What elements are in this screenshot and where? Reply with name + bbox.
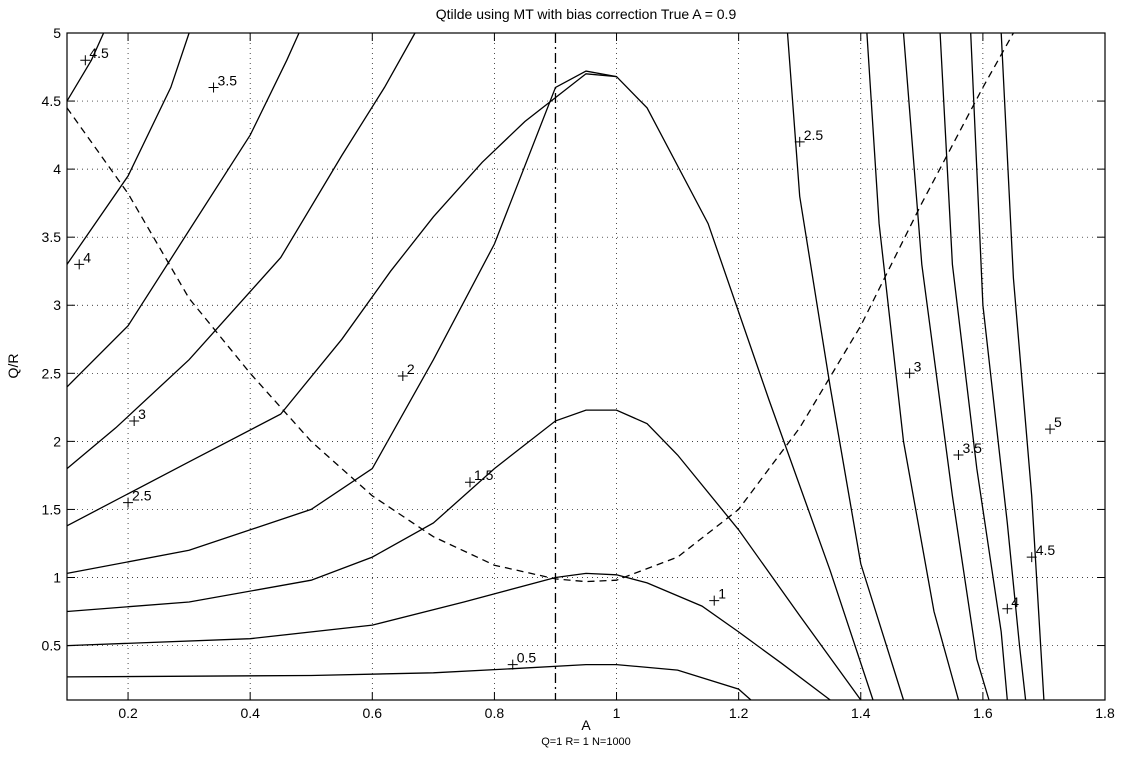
contour-line [66, 32, 300, 388]
contour-label: 3.5 [218, 72, 238, 88]
y-tick-label: 1.5 [42, 501, 62, 517]
x-tick-label: 1 [613, 705, 621, 721]
sub-caption: Q=1 R= 1 N=1000 [541, 736, 631, 748]
contour-label-marker [794, 136, 805, 147]
contour-label-marker [904, 368, 915, 379]
contour-line [970, 32, 1027, 701]
contour-line [66, 32, 105, 102]
contour-label-marker [953, 449, 964, 460]
y-tick-label: 2.5 [42, 365, 62, 381]
dashed-curve [66, 32, 1014, 583]
contour-line [66, 32, 190, 265]
contour-line [1000, 32, 1045, 701]
contour-label-marker [1045, 424, 1056, 435]
contour-line [66, 70, 874, 701]
x-tick-label: 0.8 [485, 705, 505, 721]
contour-label: 4.5 [89, 45, 109, 61]
x-tick-label: 0.6 [363, 705, 383, 721]
chart-title: Qtilde using MT with bias correction Tru… [436, 6, 737, 22]
contour-label-marker [1002, 603, 1013, 614]
contour-label: 4 [1011, 594, 1019, 610]
contour-label: 1.5 [474, 467, 494, 483]
contour-label-marker [709, 595, 720, 606]
x-tick-label: 0.2 [118, 705, 138, 721]
contour-label: 3 [914, 358, 922, 374]
contour-label: 3.5 [962, 440, 982, 456]
x-axis-label: A [581, 717, 591, 733]
contour-line [66, 572, 831, 701]
plot-area: 0.5 1 1.5 2 2.5 3 3.5 4 4.5 2.5 3 3.5 4 4.5 5 [66, 32, 1062, 701]
contour-label-marker [507, 659, 518, 670]
contour-label: 4 [83, 249, 91, 265]
contour-label-marker [123, 497, 134, 508]
y-tick-label: 4.5 [42, 93, 62, 109]
y-tick-label: 3.5 [42, 229, 62, 245]
contour-line [66, 32, 416, 470]
x-tick-label: 1.6 [973, 705, 993, 721]
contour-label-marker [74, 259, 85, 270]
contour-label: 1 [718, 586, 726, 602]
contour-label: 2 [407, 361, 415, 377]
y-tick-label: 1 [53, 569, 61, 585]
contour-label-marker [80, 55, 91, 66]
contour-label-marker [397, 371, 408, 382]
contour-label: 4.5 [1036, 542, 1056, 558]
y-tick-label: 3 [53, 297, 61, 313]
x-tick-label: 1.4 [851, 705, 871, 721]
contour-label-marker [129, 415, 140, 426]
contour-line [902, 32, 990, 701]
contour-label-marker [1026, 552, 1037, 563]
grid-lines [67, 32, 1106, 700]
contour-line [66, 663, 752, 701]
axes-box [66, 32, 1106, 701]
axis-ticks: 0.2 0.4 0.6 0.8 1 1.2 1.4 1.6 1.8 0.5 1 1.5 2 2.5 3 3.5… [42, 25, 1115, 721]
y-axis-label: Q/R [5, 354, 21, 379]
contour-label-marker [464, 477, 475, 488]
contour-line [866, 32, 960, 701]
contour-label: 0.5 [517, 650, 537, 666]
contour-label: 2.5 [804, 127, 824, 143]
x-tick-label: 1.2 [729, 705, 749, 721]
contour-label-marker [208, 82, 219, 93]
contour-label: 3 [138, 406, 146, 422]
x-tick-label: 0.4 [240, 705, 260, 721]
contour-label: 5 [1054, 414, 1062, 430]
contour-line [66, 409, 862, 701]
y-tick-label: 2 [53, 433, 61, 449]
contour-label: 2.5 [132, 488, 152, 504]
y-tick-label: 0.5 [42, 638, 62, 654]
y-tick-label: 5 [53, 25, 61, 41]
x-tick-label: 1.8 [1095, 705, 1115, 721]
contour-line [939, 32, 1008, 701]
y-tick-label: 4 [53, 161, 61, 177]
